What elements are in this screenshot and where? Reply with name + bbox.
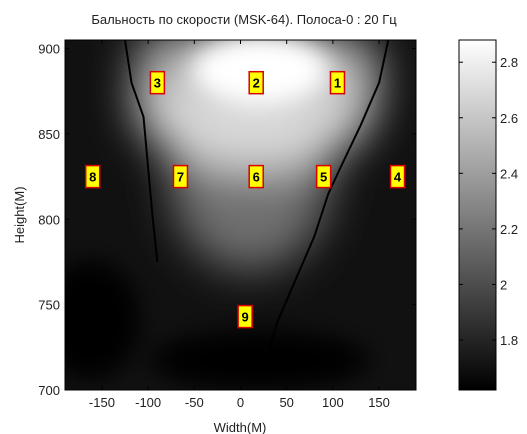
- contour-line-left: [124, 40, 159, 263]
- station-marker: 6: [248, 164, 264, 189]
- station-marker: 9: [237, 304, 253, 329]
- x-tick-label: 150: [368, 395, 390, 410]
- station-marker-box: [172, 164, 189, 189]
- x-tick-label: 0: [237, 395, 244, 410]
- station-marker-box: [84, 164, 101, 189]
- station-marker-label: 2: [253, 76, 260, 91]
- contour-line-right: [262, 40, 390, 370]
- station-marker-label: 7: [177, 170, 184, 185]
- station-marker-label: 8: [89, 170, 96, 185]
- heatmap-dark-left: [65, 260, 140, 380]
- station-marker-label: 4: [394, 170, 402, 185]
- colorbar-axis: 1.8 2 2.2 2.4 2.6 2.8: [459, 55, 518, 348]
- colorbar-tick-label: 2: [500, 277, 507, 292]
- station-marker-box: [237, 304, 253, 329]
- station-marker-box: [315, 164, 332, 189]
- station-marker-label: 1: [334, 76, 341, 91]
- colorbar-tick-label: 2.8: [500, 55, 518, 70]
- station-marker-box: [329, 70, 346, 95]
- y-tick-label: 850: [38, 127, 60, 142]
- station-marker: 7: [172, 164, 189, 189]
- colorbar-tick-label: 2.2: [500, 222, 518, 237]
- station-markers: 1 2 3 4 5 6 7 8 9: [84, 70, 406, 329]
- x-axis: -150 -100 -50 0 50 100 150: [89, 40, 390, 410]
- colorbar-tick-label: 2.4: [500, 166, 518, 181]
- y-tick-label: 750: [38, 298, 60, 313]
- y-axis-label: Height(M): [12, 186, 27, 243]
- station-marker-label: 9: [242, 310, 249, 325]
- station-marker: 3: [149, 70, 166, 95]
- station-marker: 8: [84, 164, 101, 189]
- x-tick-label: 50: [279, 395, 293, 410]
- x-tick-label: -150: [89, 395, 115, 410]
- station-marker-label: 6: [253, 170, 260, 185]
- x-tick-label: -100: [135, 395, 161, 410]
- station-marker-box: [248, 164, 264, 189]
- station-marker: 2: [248, 70, 264, 95]
- station-marker-box: [389, 164, 406, 189]
- station-marker-box: [149, 70, 166, 95]
- station-marker: 5: [315, 164, 332, 189]
- station-marker-label: 5: [320, 170, 327, 185]
- station-marker-label: 3: [154, 76, 161, 91]
- colorbar-tick-label: 2.6: [500, 111, 518, 126]
- station-marker: 1: [329, 70, 346, 95]
- station-marker-box: [248, 70, 264, 95]
- heatmap-area: [65, 40, 416, 390]
- y-tick-label: 900: [38, 42, 60, 57]
- y-tick-label: 800: [38, 212, 60, 227]
- x-tick-label: 100: [322, 395, 344, 410]
- x-axis-label: Width(M): [214, 420, 267, 434]
- heatmap-blob-peak: [190, 40, 330, 105]
- station-marker: 4: [389, 164, 406, 189]
- colorbar-tick-label: 1.8: [500, 333, 518, 348]
- heatmap-dark-bottom: [150, 330, 370, 390]
- chart-title: Бальность по скорости (MSK-64). Полоса-0…: [91, 12, 397, 27]
- x-tick-label: -50: [185, 395, 204, 410]
- y-axis: 700 750 800 850 900: [38, 42, 416, 398]
- y-tick-label: 700: [38, 383, 60, 398]
- colorbar: [458, 39, 497, 391]
